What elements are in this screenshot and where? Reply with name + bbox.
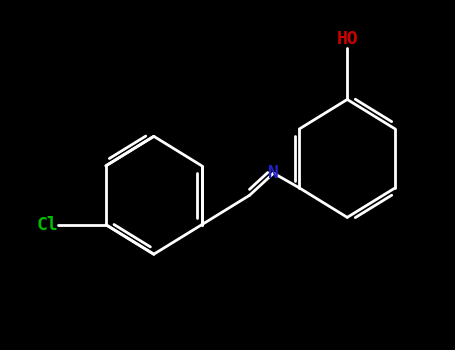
Text: Cl: Cl bbox=[36, 216, 58, 234]
Text: N: N bbox=[268, 164, 279, 182]
Text: HO: HO bbox=[336, 30, 358, 48]
